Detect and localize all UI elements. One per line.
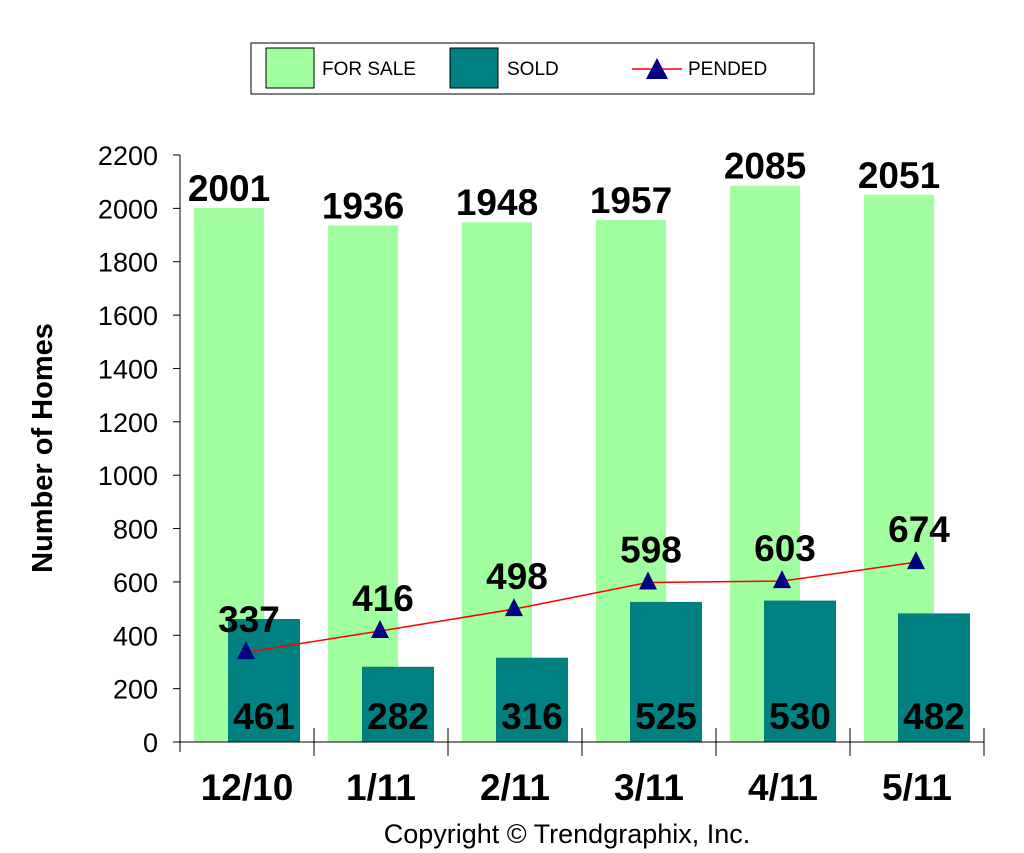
marker-pended	[773, 570, 791, 589]
marker-pended	[907, 551, 925, 570]
data-label-for-sale: 1948	[456, 182, 538, 223]
bar-sold	[496, 657, 568, 742]
data-label-sold: 316	[501, 696, 563, 737]
pended-line	[237, 551, 925, 660]
data-label-for-sale: 2001	[188, 168, 270, 209]
y-tick-label: 1000	[98, 461, 158, 491]
copyright-text: Copyright © Trendgraphix, Inc.	[384, 819, 751, 849]
data-label-sold: 482	[903, 696, 965, 737]
y-tick-label: 400	[113, 621, 158, 651]
marker-pended	[505, 598, 523, 617]
data-labels: 2001 461 1936 282 1948 316 1957 525 2085 530 2051 4…	[188, 146, 965, 737]
y-axis-label: Number of Homes	[27, 323, 59, 573]
data-label-pended: 598	[620, 529, 682, 570]
bar-for-sale	[462, 222, 532, 743]
data-label-pended: 498	[486, 556, 548, 597]
data-label-for-sale: 1957	[590, 180, 672, 221]
legend: FOR SALE SOLD PENDED	[250, 42, 815, 95]
y-tick-label: 1600	[98, 301, 158, 331]
y-tick-label: 200	[113, 675, 158, 705]
y-tick-label: 1800	[98, 248, 158, 278]
y-tick-label: 2200	[98, 141, 158, 171]
x-tick-label: 1/11	[346, 767, 416, 808]
data-label-pended: 603	[754, 528, 816, 569]
legend-label-sold: SOLD	[507, 59, 559, 80]
legend-label-for-sale: FOR SALE	[322, 59, 416, 80]
y-tick-label: 1200	[98, 408, 158, 438]
bar-sold	[630, 601, 702, 742]
y-tick-label: 800	[113, 515, 158, 545]
legend-swatch-sold	[449, 47, 499, 89]
bar-sold	[228, 618, 300, 742]
data-label-pended: 416	[352, 578, 414, 619]
data-label-for-sale: 2085	[724, 146, 806, 187]
y-axis: 0 200 400 600 800 1000 1200 1400 1600 1800 2000 220…	[98, 141, 181, 758]
legend-label-pended: PENDED	[688, 59, 767, 80]
line-pended	[245, 561, 917, 653]
y-tick-label: 600	[113, 568, 158, 598]
data-label-for-sale: 1936	[322, 185, 404, 226]
x-tick-label: 4/11	[748, 767, 818, 808]
x-tick-label: 12/10	[201, 767, 294, 808]
y-tick-label: 2000	[98, 194, 158, 224]
x-tick-label: 3/11	[614, 767, 684, 808]
x-axis: 12/10 1/11 2/11 3/11 4/11 5/11	[180, 728, 985, 808]
data-label-for-sale: 2051	[858, 155, 940, 196]
bar-sold	[362, 666, 434, 742]
y-tick-label: 1400	[98, 354, 158, 384]
bar-sold	[898, 613, 970, 742]
bar-sold	[764, 600, 836, 742]
bar-for-sale	[328, 225, 398, 742]
y-tick-label: 0	[143, 728, 158, 758]
x-tick-label: 2/11	[480, 767, 550, 808]
data-label-sold: 461	[233, 696, 295, 737]
data-label-sold: 530	[769, 696, 831, 737]
marker-pended	[639, 571, 657, 590]
legend-swatch-for-sale	[265, 47, 315, 89]
data-label-pended: 337	[218, 599, 280, 640]
data-label-sold: 282	[367, 696, 429, 737]
marker-pended	[371, 620, 389, 639]
data-label-pended: 674	[888, 509, 950, 550]
bars-sold	[228, 600, 970, 742]
data-label-sold: 525	[635, 696, 697, 737]
x-tick-label: 5/11	[882, 767, 952, 808]
marker-pended	[237, 641, 255, 660]
legend-box	[250, 42, 815, 95]
legend-marker-pended	[646, 58, 668, 79]
